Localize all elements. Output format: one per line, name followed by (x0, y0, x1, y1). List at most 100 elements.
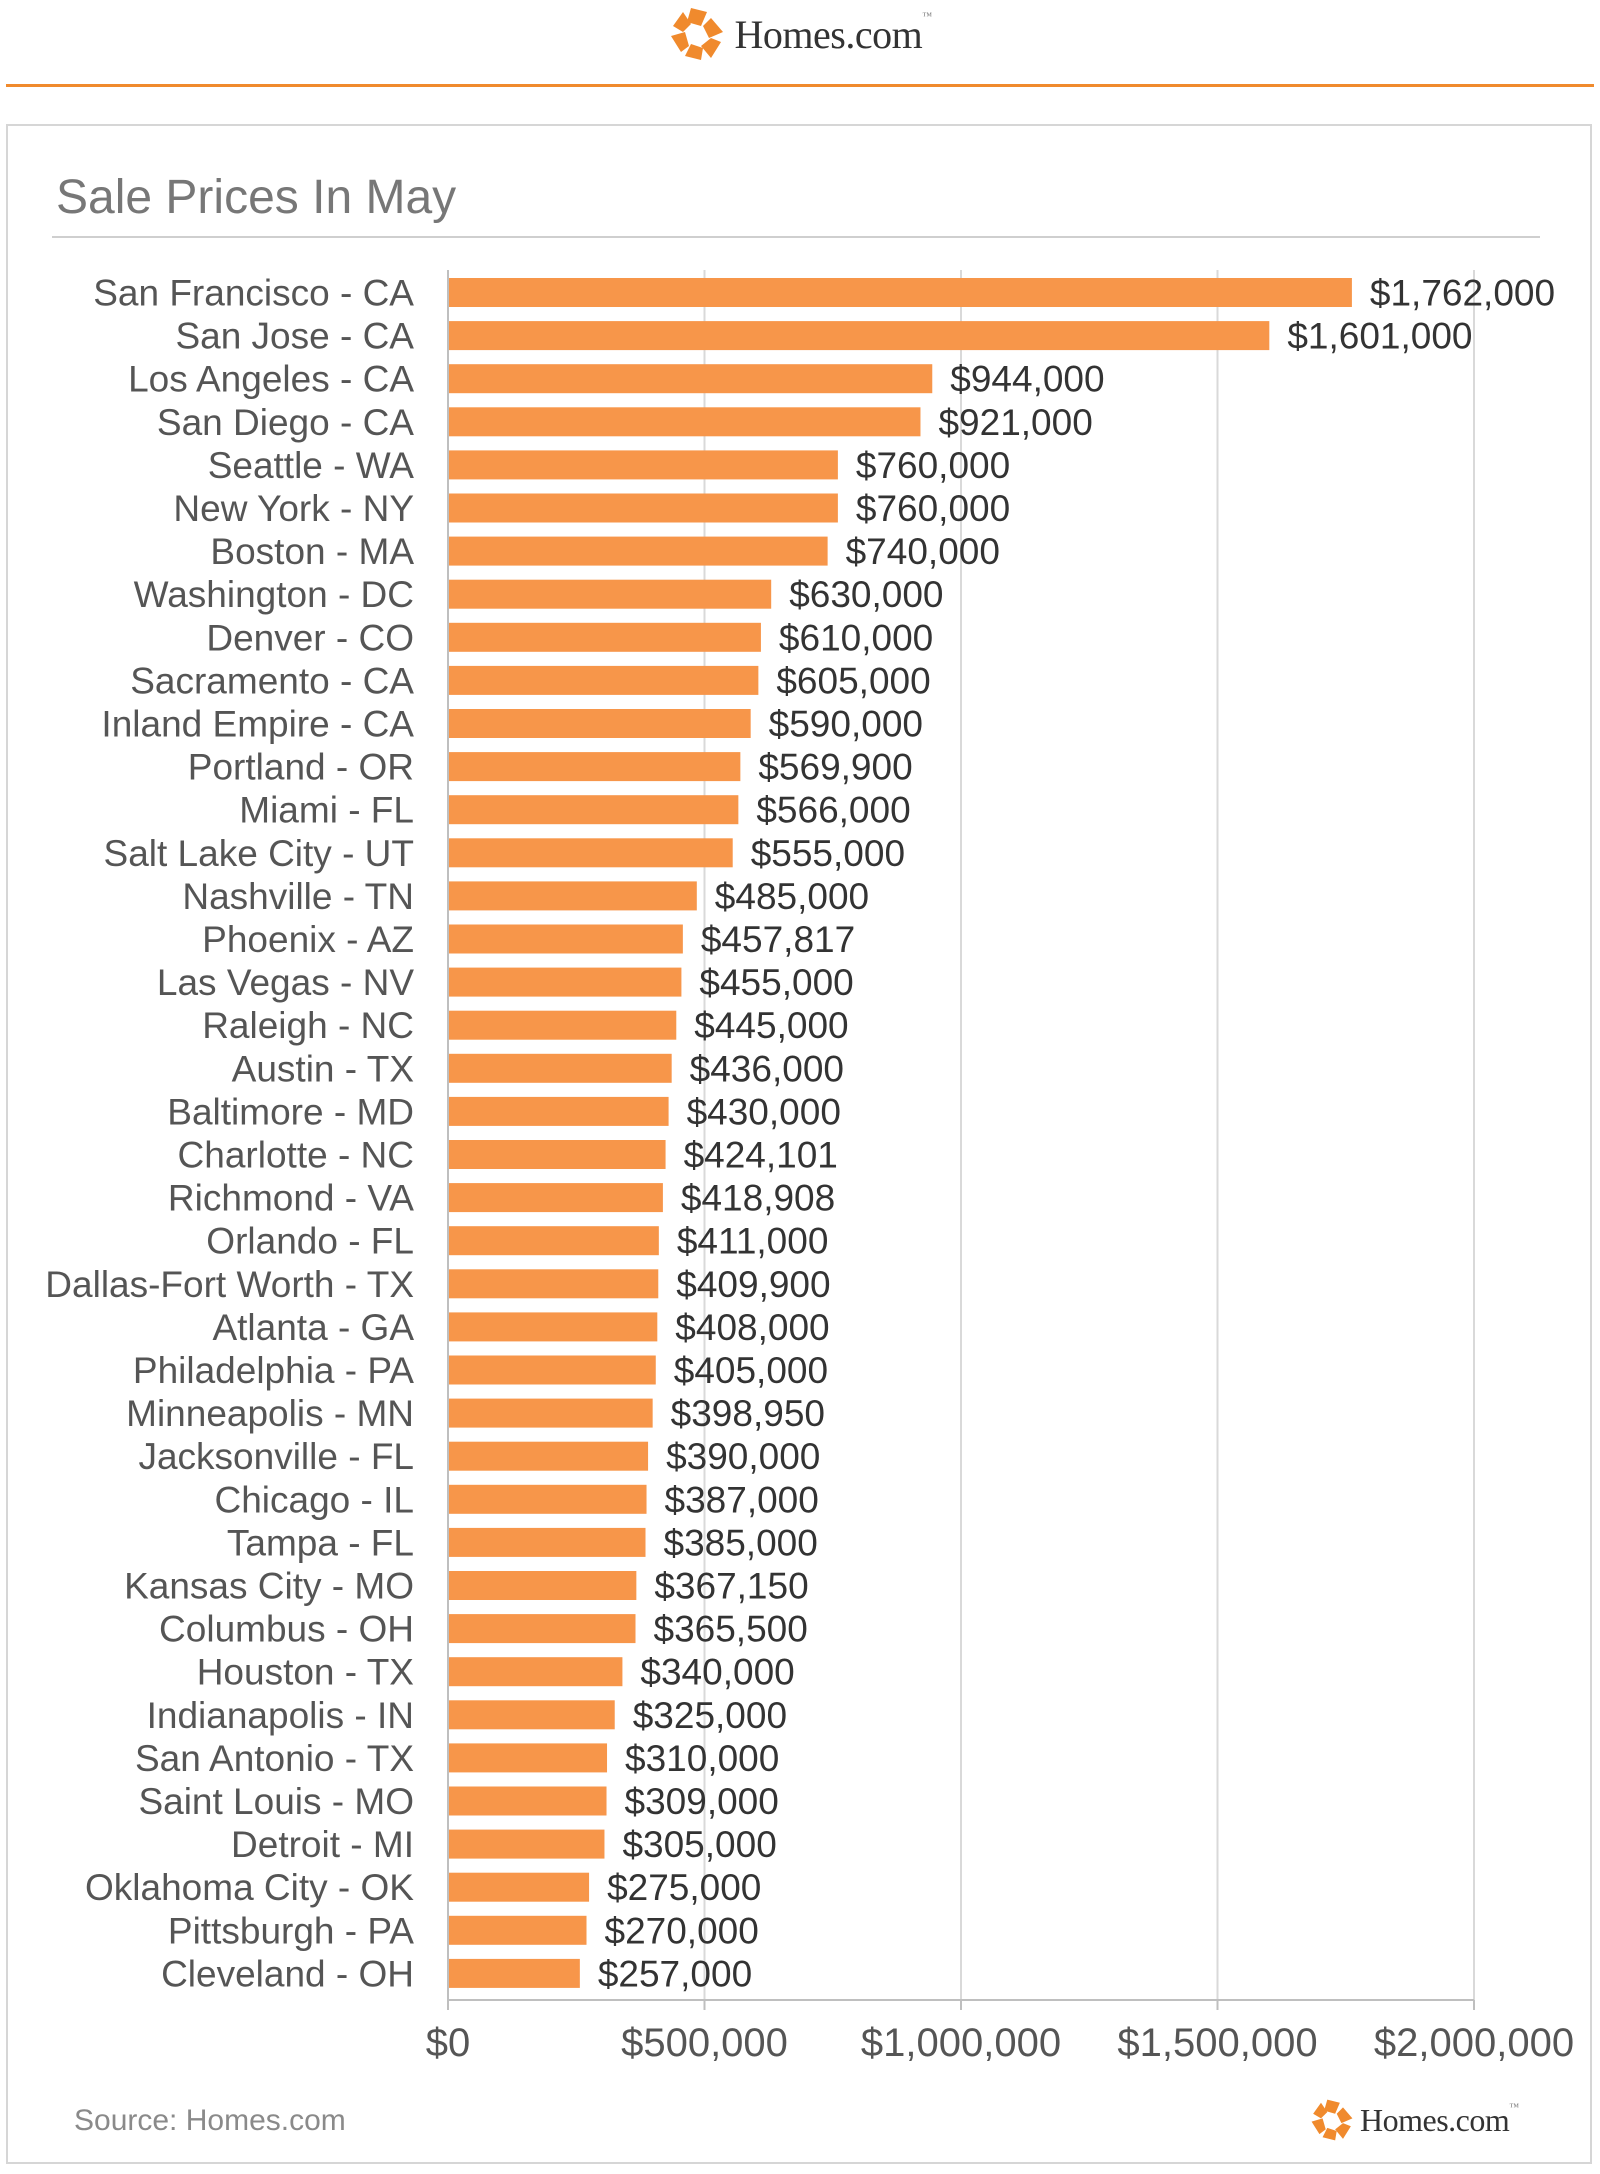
bar (448, 364, 933, 394)
bar (448, 752, 741, 782)
category-label: Los Angeles - CA (128, 359, 414, 400)
value-label: $409,900 (676, 1264, 830, 1305)
x-tick-label: $0 (426, 2021, 471, 2065)
value-label: $340,000 (640, 1652, 794, 1693)
category-label: Las Vegas - NV (157, 962, 414, 1003)
bar (448, 1614, 636, 1644)
bar (448, 1915, 587, 1945)
bar (448, 1398, 653, 1428)
value-label: $1,762,000 (1370, 273, 1555, 314)
value-label: $275,000 (607, 1867, 761, 1908)
category-label: Charlotte - NC (178, 1135, 414, 1176)
value-label: $485,000 (715, 876, 869, 917)
value-label: $610,000 (779, 617, 933, 658)
category-label: Atlanta - GA (212, 1307, 414, 1348)
category-label: Inland Empire - CA (101, 704, 414, 745)
bar (448, 450, 838, 480)
bar (448, 838, 733, 868)
brand-name: Homes.com™ (734, 10, 933, 57)
bar (448, 1571, 637, 1600)
value-label: $740,000 (846, 531, 1000, 572)
category-label: Minneapolis - MN (126, 1393, 414, 1434)
footer-brand-name: Homes.com™ (1360, 2101, 1519, 2138)
bar (448, 1872, 590, 1902)
category-label: Indianapolis - IN (147, 1695, 414, 1736)
value-label: $305,000 (622, 1824, 776, 1865)
bar (448, 1140, 666, 1169)
category-label: Sacramento - CA (130, 660, 414, 701)
category-label: Houston - TX (197, 1652, 414, 1693)
bar (448, 321, 1270, 351)
category-label: Washington - DC (134, 574, 414, 615)
category-label: Dallas-Fort Worth - TX (45, 1264, 414, 1305)
value-label: $760,000 (856, 445, 1010, 486)
value-label: $1,601,000 (1287, 316, 1472, 357)
value-label: $590,000 (769, 704, 923, 745)
value-label: $387,000 (665, 1479, 819, 1520)
bar (448, 881, 697, 911)
chart-title: Sale Prices In May (56, 171, 457, 224)
value-label: $455,000 (699, 962, 853, 1003)
category-label: Pittsburgh - PA (168, 1910, 414, 1951)
homes-logo-icon (670, 8, 723, 60)
category-label: Salt Lake City - UT (104, 833, 414, 874)
homes-logo-icon (1311, 2099, 1353, 2141)
bar (448, 1312, 658, 1342)
brand-logo[interactable]: Homes.com™ (0, 6, 1600, 62)
category-label: Columbus - OH (159, 1609, 414, 1650)
value-label: $430,000 (687, 1091, 841, 1132)
x-tick-label: $500,000 (621, 2021, 788, 2065)
bar (448, 1269, 659, 1299)
bar (448, 1829, 605, 1859)
category-label: New York - NY (173, 488, 414, 529)
footer-brand-logo[interactable]: Homes.com™ (1310, 2098, 1519, 2142)
value-label: $760,000 (856, 488, 1010, 529)
bar (448, 1786, 607, 1816)
value-label: $270,000 (605, 1910, 759, 1951)
bar (448, 1484, 647, 1514)
category-label: Raleigh - NC (202, 1005, 414, 1046)
category-label: Oklahoma City - OK (85, 1867, 414, 1908)
bar (448, 1441, 649, 1471)
category-label: Baltimore - MD (167, 1091, 414, 1132)
x-axis: $0 $500,000 $1,000,000 $1,500,000 $2,000,000 (426, 270, 1574, 2065)
bar (448, 278, 1352, 307)
bar (448, 1010, 677, 1040)
value-label: $630,000 (789, 574, 943, 615)
value-label: $411,000 (677, 1221, 829, 1262)
category-label: Seattle - WA (208, 445, 415, 486)
category-label: Cleveland - OH (161, 1953, 414, 1994)
value-label: $310,000 (625, 1738, 779, 1779)
value-label: $408,000 (675, 1307, 829, 1348)
value-label: $418,908 (681, 1178, 835, 1219)
value-label: $424,101 (684, 1135, 838, 1176)
bar (448, 967, 682, 997)
category-label: Kansas City - MO (124, 1566, 414, 1607)
value-label: $566,000 (756, 790, 910, 831)
bar (448, 579, 772, 609)
value-label: $445,000 (694, 1005, 848, 1046)
value-label: $555,000 (751, 833, 905, 874)
category-label: Detroit - MI (231, 1824, 414, 1865)
value-label: $569,900 (758, 747, 912, 788)
bar (448, 924, 683, 954)
value-label: $457,817 (701, 919, 855, 960)
x-tick-label: $1,500,000 (1117, 2021, 1317, 2065)
bar (448, 1183, 663, 1213)
category-label: Chicago - IL (215, 1479, 415, 1520)
header-divider (6, 84, 1594, 87)
category-label: San Francisco - CA (93, 273, 414, 314)
category-label: Tampa - FL (227, 1522, 414, 1563)
bar (448, 407, 921, 437)
bar (448, 709, 751, 738)
page-header: Homes.com™ (0, 0, 1600, 86)
category-label: Austin - TX (232, 1048, 414, 1089)
category-label: Richmond - VA (168, 1178, 414, 1219)
category-label: Boston - MA (210, 531, 414, 572)
x-tick-label: $1,000,000 (861, 2021, 1061, 2065)
category-label: San Diego - CA (157, 402, 414, 443)
category-label: Denver - CO (206, 617, 414, 658)
value-label: $325,000 (633, 1695, 787, 1736)
bar (448, 1743, 608, 1773)
